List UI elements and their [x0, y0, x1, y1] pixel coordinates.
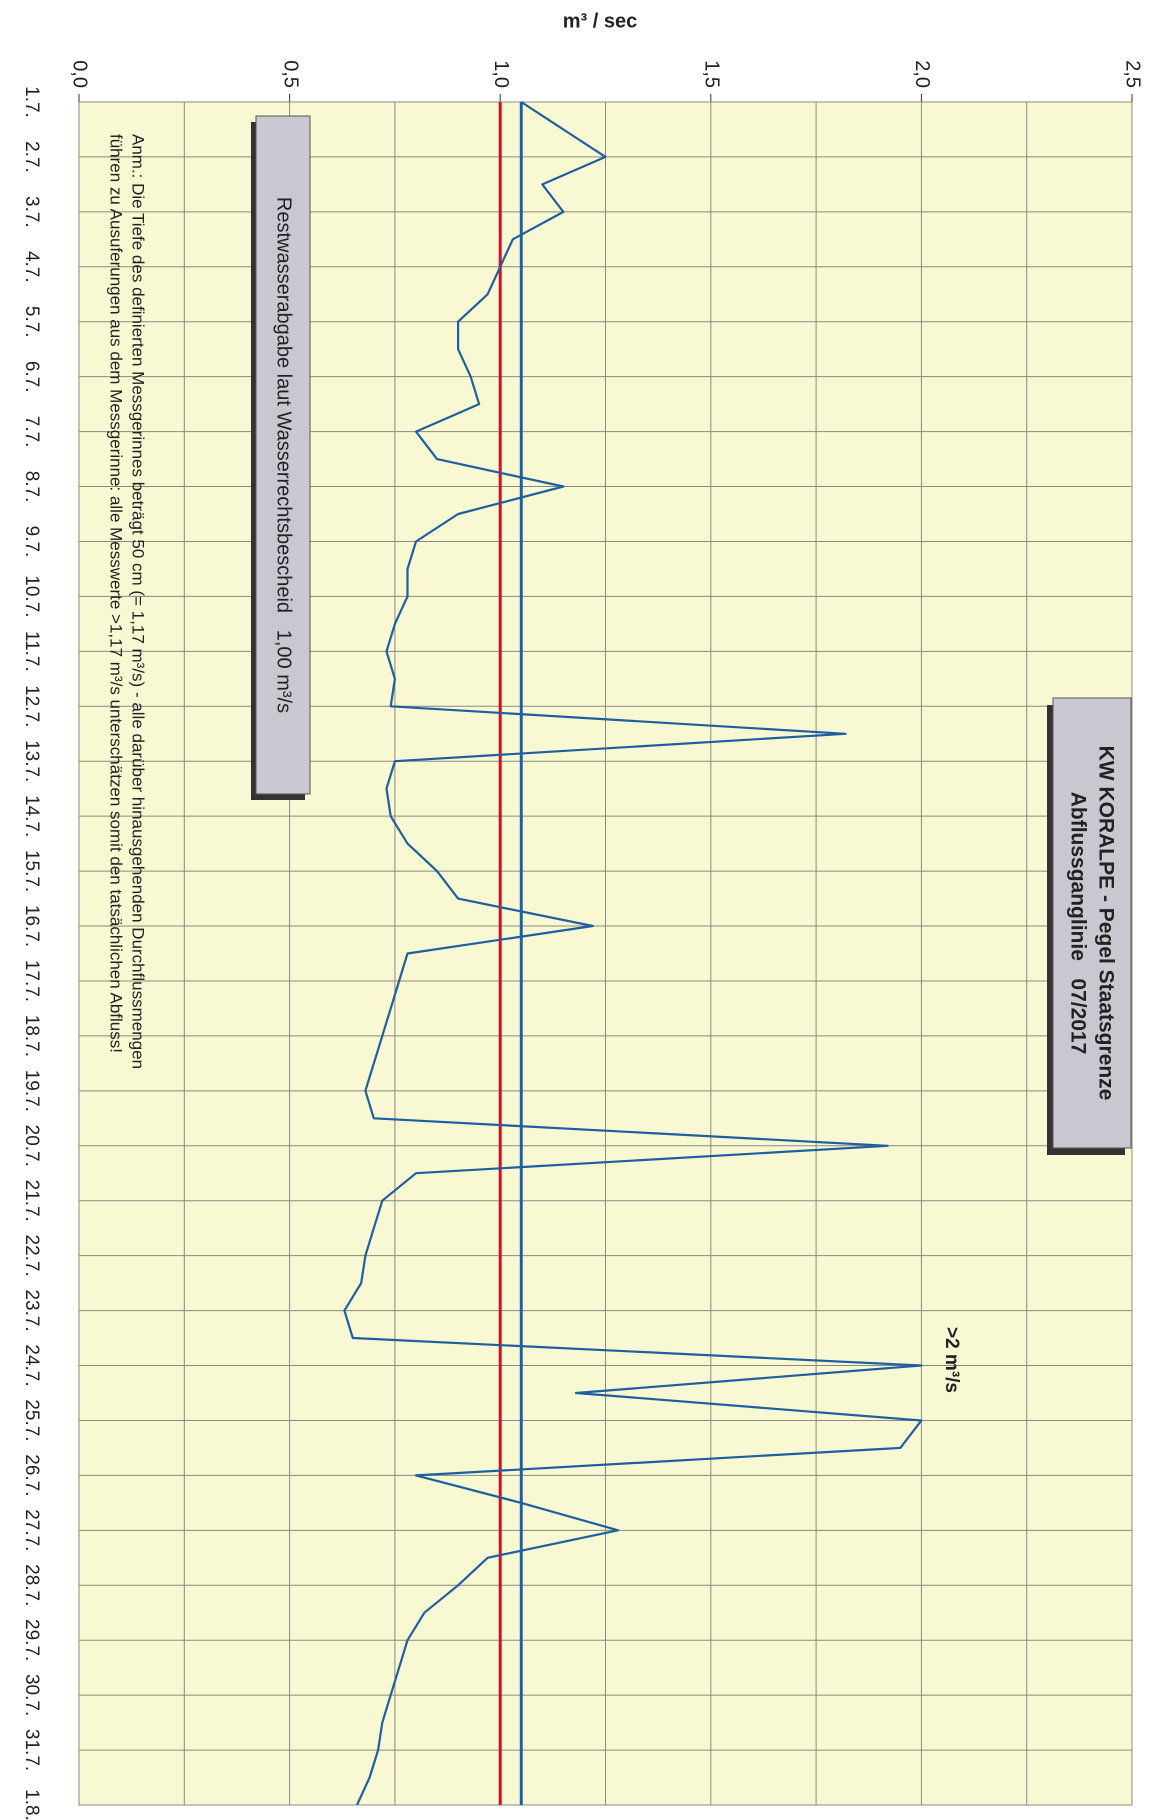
rotated-plot: 0,0 0,5 1,0 1,5 2,0 2,5 1.7. 2.7. 3.7. 4.7. 5.7. 6.…: [21, 60, 1144, 1820]
x-tick-label: 19.7.: [21, 1070, 42, 1112]
x-tick-label: 3.7.: [21, 196, 42, 228]
x-tick-label: 27.7.: [21, 1509, 42, 1551]
x-tick-label: 11.7.: [21, 631, 42, 672]
x-tick-label: 31.7.: [21, 1729, 42, 1771]
y-tick-label: 2,5: [1122, 60, 1144, 88]
reference-label: Restwasserabgabe laut Wasserrechtsbesche…: [273, 197, 295, 713]
x-tick-label: 7.7.: [21, 416, 42, 448]
x-tick-label: 2.7.: [21, 141, 42, 173]
x-tick-label: 29.7.: [21, 1619, 42, 1661]
x-tick-label: 25.7.: [21, 1399, 42, 1441]
x-tick-label: 17.7.: [21, 960, 42, 1002]
x-tick-label: 1.7.: [21, 86, 42, 118]
x-tick-label: 22.7.: [21, 1235, 42, 1277]
annotation: >2 m³/s: [941, 1327, 962, 1393]
y-tick-label: 0,5: [279, 60, 301, 88]
title-box: [1052, 697, 1132, 1149]
x-tick-label: 30.7.: [21, 1674, 42, 1716]
x-tick-label: 13.7.: [21, 740, 42, 782]
x-tick-label: 21.7.: [21, 1180, 42, 1222]
y-tick-label: 2,0: [911, 60, 933, 88]
axis-title: m³ / sec: [563, 10, 637, 32]
x-tick-label: 6.7.: [21, 361, 42, 393]
note-line: Anm.: Die Tiefe des definierten Messgeri…: [129, 134, 148, 1069]
x-tick-label: 4.7.: [21, 251, 42, 283]
x-tick-label: 24.7.: [21, 1344, 42, 1386]
chart-title: KW KORALPE - Pegel Staatsgrenze: [1094, 746, 1117, 1101]
x-tick-label: 1.8.: [21, 1789, 42, 1820]
y-tick-label: 1,5: [701, 60, 723, 88]
x-tick-label: 9.7.: [21, 526, 42, 558]
x-tick-label: 8.7.: [21, 471, 42, 503]
ref-box: [255, 115, 311, 795]
x-tick-label: 23.7.: [21, 1289, 42, 1331]
x-tick-label: 10.7.: [21, 575, 42, 617]
x-tick-label: 16.7.: [21, 905, 42, 947]
x-tick-label: 20.7.: [21, 1125, 42, 1167]
y-tick-label: 1,0: [490, 60, 512, 88]
x-tick-label: 28.7.: [21, 1564, 42, 1606]
chart-subtitle: Abflussganglinie 07/2017: [1066, 792, 1089, 1055]
y-tick-label: 0,0: [69, 60, 91, 88]
flow-line: [343, 101, 923, 1806]
x-tick-label: 5.7.: [21, 306, 42, 338]
x-tick-label: 26.7.: [21, 1454, 42, 1496]
x-tick-label: 14.7.: [21, 795, 42, 837]
x-tick-label: 15.7.: [21, 850, 42, 892]
x-tick-label: 12.7.: [21, 685, 42, 727]
x-tick-label: 18.7.: [21, 1015, 42, 1057]
note-line: führen zu Ausuferungen aus dem Messgerin…: [107, 134, 126, 1053]
